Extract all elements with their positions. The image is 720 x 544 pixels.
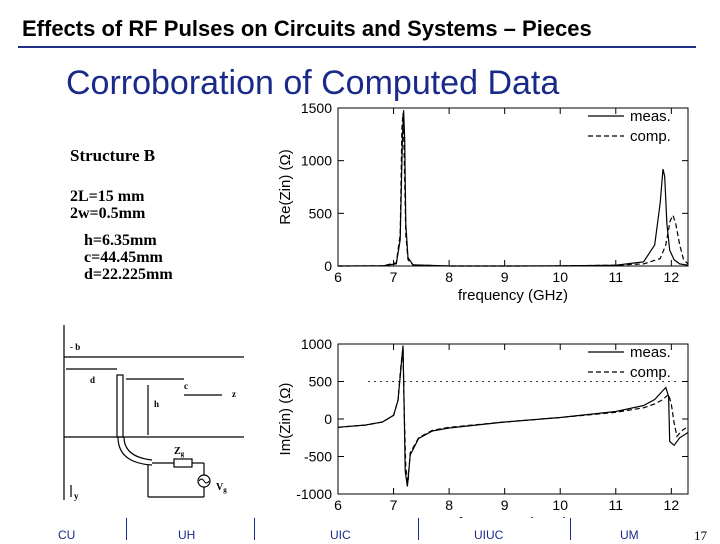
x-tick-label: 7 — [390, 269, 398, 285]
re-zin-plot: 6 7 8 9 10 11 12 0 500 1000 1500 meas. comp. frequenc… — [277, 100, 689, 304]
page-number: 17 — [694, 528, 707, 543]
y-tick-label: 1500 — [301, 100, 332, 116]
y-tick-label: 1000 — [301, 336, 332, 352]
footer-uic: UIC — [330, 528, 351, 542]
footer-separator — [126, 518, 127, 540]
label-h: h — [154, 399, 159, 409]
x-tick-label: 12 — [664, 269, 680, 285]
series-line-comp — [337, 347, 689, 483]
x-tick-label: 9 — [501, 497, 509, 513]
y-axis-label: Re(Zin) (Ω) — [277, 149, 294, 224]
label-zg: Zg — [174, 446, 185, 458]
footer-uh: UH — [178, 528, 196, 542]
structure-heading: Structure B — [70, 146, 156, 165]
dipole-element — [116, 374, 124, 438]
x-tick-label: 9 — [501, 269, 509, 285]
footer-um: UM — [620, 528, 639, 542]
y-tick-label: -1000 — [296, 486, 332, 502]
footer-cu: CU — [58, 528, 76, 542]
y-tick-label: 500 — [309, 374, 333, 390]
y-tick-label: 0 — [324, 258, 332, 274]
feed-cable-outer — [117, 436, 153, 466]
legend-label: meas. — [630, 344, 671, 361]
footer-separator — [570, 518, 571, 540]
x-tick-label: 11 — [609, 497, 624, 513]
x-tick-label: 12 — [664, 497, 680, 513]
label-vg: Vg — [216, 482, 227, 494]
zg-resistor — [173, 458, 193, 468]
param-h: h=6.35mm — [84, 232, 157, 249]
param-2l: 2L=15 mm — [70, 188, 145, 205]
footer-uiuc: UIUC — [474, 528, 504, 542]
label-y: y — [74, 491, 79, 501]
y-tick-label: 500 — [309, 205, 333, 221]
footer: CU UH UIC UIUC UM 17 — [0, 518, 720, 543]
slide-title: Corroboration of Computed Data — [66, 64, 560, 102]
header-divider — [18, 46, 696, 48]
feed-cable-inner — [123, 436, 153, 461]
x-axis-label: frequency (GHz) — [458, 515, 568, 518]
x-tick-label: 8 — [445, 497, 453, 513]
x-tick-label: 11 — [609, 269, 624, 285]
x-tick-label: 6 — [334, 497, 342, 513]
source-sine — [198, 478, 210, 484]
x-tick-label: 7 — [390, 497, 398, 513]
y-tick-label: 1000 — [301, 153, 332, 169]
series-line-comp — [337, 113, 689, 267]
param-c: c=44.45mm — [84, 249, 163, 266]
legend-label: comp. — [630, 128, 671, 145]
legend-label: comp. — [630, 364, 671, 381]
y-axis-label: Im(Zin) (Ω) — [277, 383, 294, 456]
label-z: z — [232, 389, 236, 399]
y-tick-label: 0 — [324, 411, 332, 427]
im-zin-plot: 6 7 8 9 10 11 12 -1000 -500 0 500 1000 meas. comp. fre… — [277, 336, 689, 518]
legend-label: meas. — [630, 108, 671, 125]
x-axis-label: frequency (GHz) — [458, 287, 568, 304]
x-tick-label: 10 — [552, 269, 568, 285]
footer-separator — [254, 518, 255, 540]
param-d: d=22.225mm — [84, 266, 173, 283]
param-2w: 2w=0.5mm — [70, 205, 146, 222]
y-tick-label: -500 — [304, 449, 332, 465]
label-c: c — [184, 381, 188, 391]
header-title: Effects of RF Pulses on Circuits and Sys… — [22, 16, 592, 41]
label-b: - b — [70, 342, 80, 352]
structure-diagram: - b d c z h Zg Vg y — [63, 325, 244, 501]
footer-separator — [418, 518, 419, 540]
x-tick-label: 10 — [552, 497, 568, 513]
x-tick-label: 6 — [334, 269, 342, 285]
x-tick-label: 8 — [445, 269, 453, 285]
label-d: d — [90, 375, 95, 385]
